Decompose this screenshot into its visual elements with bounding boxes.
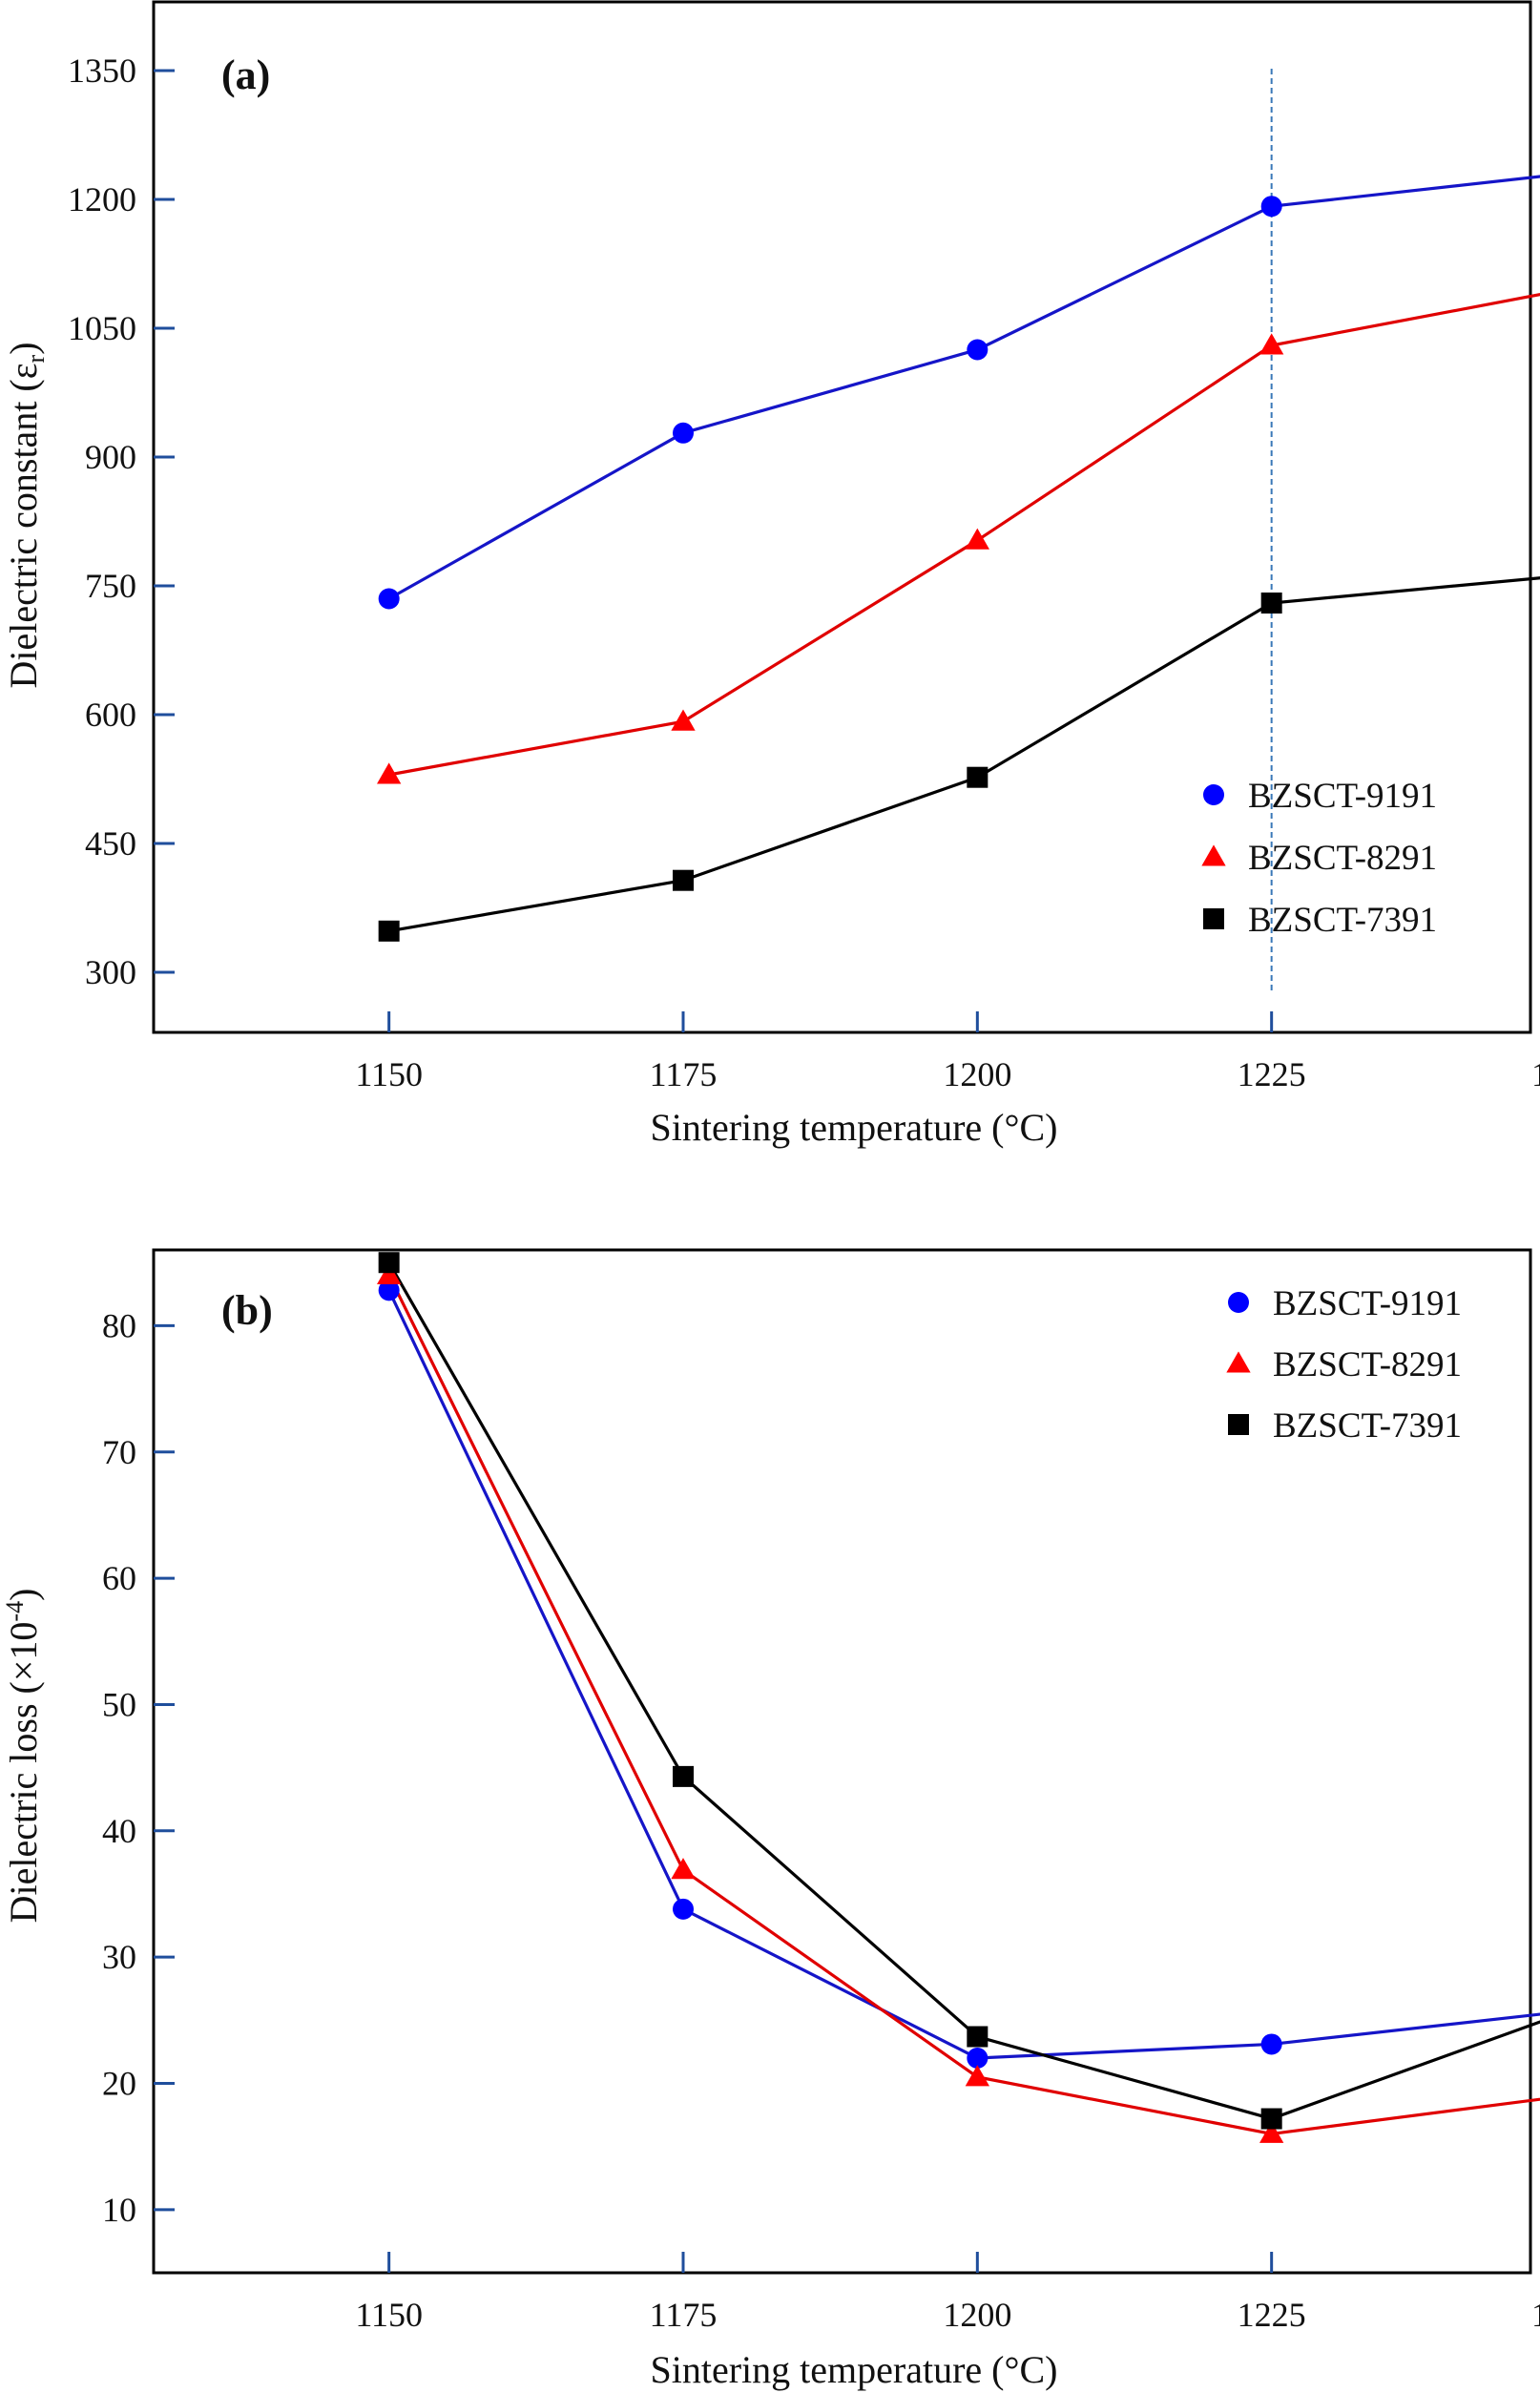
- series-line-bzsct-7391: [387, 1261, 1540, 2121]
- panel-b-series: [377, 1252, 1540, 2143]
- panel-a-series: [377, 175, 1540, 942]
- panel-a-label: (a): [221, 52, 270, 98]
- y-tick-label: 40: [102, 1812, 136, 1850]
- data-point-bzsct-7391: [673, 869, 694, 891]
- data-point-bzsct-9191: [378, 588, 400, 610]
- panel-a-y-axis-label-close: ): [2, 342, 45, 354]
- panel-b-y-axis: 10 20 30 40 50 60 70 80: [102, 1306, 175, 2229]
- y-tick-label: 20: [102, 2064, 136, 2102]
- data-point-bzsct-9191: [673, 422, 694, 444]
- data-point-bzsct-7391: [378, 1252, 400, 1274]
- x-tick-label: 1175: [650, 2296, 718, 2334]
- legend-label-bzsct-7391: BZSCT-7391: [1273, 1406, 1462, 1446]
- x-tick-label: 1250: [1531, 2296, 1540, 2334]
- y-tick-label: 70: [102, 1433, 136, 1471]
- panel-b-y-axis-label-sup: -4: [1, 1601, 29, 1622]
- data-point-bzsct-8291: [377, 762, 402, 784]
- y-tick-label: 10: [102, 2191, 136, 2229]
- data-point-bzsct-9191: [1260, 196, 1282, 218]
- legend-marker-bzsct-9191: [1203, 784, 1224, 805]
- panel-b-y-axis-label: Dielectric loss (×10-4): [1, 1589, 45, 1924]
- data-point-bzsct-8291: [671, 709, 696, 731]
- panel-b-frame: [152, 1248, 1532, 2275]
- y-tick-label: 600: [85, 696, 136, 734]
- panel-a-y-axis-label-sub: r: [22, 354, 50, 363]
- panel-b-y-axis-label-close: ): [2, 1589, 45, 1601]
- y-tick-label: 1050: [68, 309, 136, 347]
- data-point-bzsct-8291: [965, 2065, 989, 2087]
- data-point-bzsct-7391: [967, 2026, 989, 2048]
- panel-a-legend: BZSCT-9191 BZSCT-8291 BZSCT-7391: [1201, 777, 1437, 940]
- legend-label-bzsct-8291: BZSCT-8291: [1273, 1345, 1462, 1384]
- data-point-bzsct-8291: [965, 528, 989, 550]
- data-point-bzsct-8291: [1259, 333, 1284, 355]
- panel-b-x-axis: 1150 1175 1200 1225 1250: [355, 2252, 1540, 2334]
- data-point-bzsct-7391: [378, 920, 400, 942]
- legend-marker-bzsct-9191: [1228, 1292, 1249, 1313]
- panel-a-x-axis: 1150 1175 1200 1225 1250: [355, 1011, 1540, 1093]
- panel-b-legend: BZSCT-9191 BZSCT-8291 BZSCT-7391: [1226, 1284, 1462, 1446]
- data-point-bzsct-8291: [1259, 2121, 1284, 2143]
- x-tick-label: 1150: [355, 2296, 423, 2334]
- data-point-bzsct-7391: [1260, 2108, 1282, 2130]
- x-tick-label: 1200: [943, 1055, 1011, 1093]
- legend-label-bzsct-9191: BZSCT-9191: [1248, 777, 1437, 816]
- legend-label-bzsct-7391: BZSCT-7391: [1248, 901, 1437, 940]
- x-tick-label: 1225: [1238, 1055, 1306, 1093]
- series-line-bzsct-8291: [388, 292, 1540, 777]
- data-point-bzsct-9191: [378, 1280, 400, 1301]
- panel-a-y-axis-label-main: Dielectric constant (ε: [2, 363, 45, 688]
- panel-a-frame: [152, 0, 1532, 1034]
- y-tick-label: 1350: [68, 52, 136, 90]
- panel-a-y-axis: 300 450 600 750 900 1050 1200 1350: [68, 52, 175, 991]
- panel-a-chart: 300 450 600 750 900 1050 1200 1350 1150 1175 1200…: [2, 0, 1540, 1149]
- data-point-bzsct-8291: [671, 1858, 696, 1880]
- x-tick-label: 1200: [943, 2296, 1011, 2334]
- y-tick-label: 50: [102, 1685, 136, 1723]
- y-tick-label: 80: [102, 1306, 136, 1344]
- panel-a-y-axis-label: Dielectric constant (εr): [2, 342, 50, 688]
- legend-marker-bzsct-7391: [1203, 908, 1224, 929]
- x-tick-label: 1150: [355, 1055, 423, 1093]
- legend-marker-bzsct-8291: [1226, 1351, 1251, 1373]
- data-point-bzsct-8291: [377, 1262, 402, 1284]
- legend-marker-bzsct-8291: [1201, 844, 1226, 866]
- panel-b-chart: 10 20 30 40 50 60 70 80 1150 1175 1200 1225 1250 (b…: [1, 1248, 1540, 2391]
- x-tick-label: 1225: [1238, 2296, 1306, 2334]
- y-tick-label: 900: [85, 438, 136, 476]
- legend-label-bzsct-8291: BZSCT-8291: [1248, 839, 1437, 878]
- data-point-bzsct-7391: [673, 1765, 694, 1787]
- y-tick-label: 60: [102, 1559, 136, 1597]
- legend-label-bzsct-9191: BZSCT-9191: [1273, 1284, 1462, 1323]
- panel-b-label: (b): [221, 1287, 273, 1334]
- panel-b-x-axis-label: Sintering temperature (°C): [651, 2348, 1058, 2391]
- y-tick-label: 1200: [68, 180, 136, 218]
- y-tick-label: 450: [85, 824, 136, 863]
- legend-marker-bzsct-7391: [1228, 1414, 1249, 1435]
- y-tick-label: 300: [85, 953, 136, 991]
- data-point-bzsct-9191: [1260, 2033, 1282, 2055]
- series-line-bzsct-9191: [387, 175, 1540, 600]
- panel-b-y-axis-label-main: Dielectric loss (×10: [2, 1622, 45, 1924]
- series-line-bzsct-8291: [387, 1274, 1540, 2136]
- y-tick-label: 750: [85, 567, 136, 605]
- data-point-bzsct-7391: [967, 766, 989, 788]
- panel-a-x-axis-label: Sintering temperature (°C): [651, 1106, 1058, 1149]
- data-point-bzsct-9191: [673, 1898, 694, 1920]
- data-point-bzsct-9191: [967, 2048, 989, 2070]
- x-tick-label: 1250: [1531, 1055, 1540, 1093]
- data-point-bzsct-7391: [1260, 593, 1282, 614]
- x-tick-label: 1175: [650, 1055, 718, 1093]
- y-tick-label: 30: [102, 1938, 136, 1976]
- data-point-bzsct-9191: [967, 339, 989, 361]
